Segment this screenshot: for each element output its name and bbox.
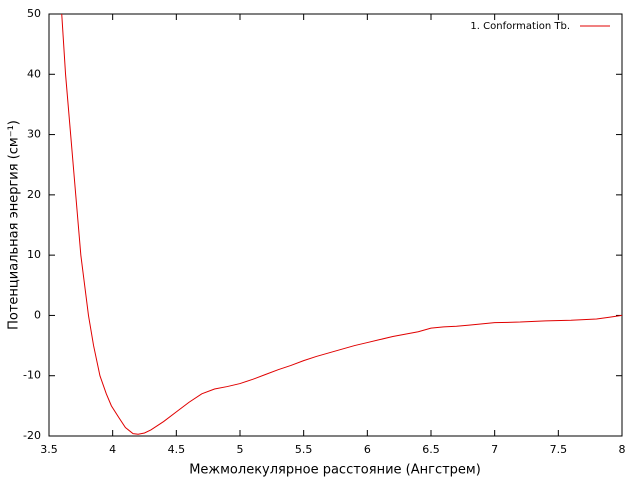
x-tick-label: 7 [491,443,498,456]
x-tick-label: 7.5 [550,443,568,456]
x-tick-label: 5 [237,443,244,456]
x-tick-label: 8 [619,443,626,456]
y-axis-label: Потенциальная энергия (см⁻¹) [7,120,22,330]
x-tick-label: 4 [109,443,116,456]
data-line [61,14,622,435]
x-axis-label: Межмолекулярное расстояние (Ангстрем) [189,463,481,478]
y-tick-label: 10 [27,248,41,261]
y-tick-label: 20 [27,188,41,201]
x-tick-label: 6 [364,443,371,456]
y-tick-label: 0 [34,308,41,321]
legend-label: 1. Conformation Tb. [470,21,570,32]
x-tick-label: 3.5 [40,443,58,456]
x-tick-label: 4.5 [168,443,186,456]
y-tick-label: -10 [23,369,41,382]
y-tick-label: 50 [27,7,41,20]
y-tick-label: 30 [27,128,41,141]
x-tick-label: 6.5 [422,443,440,456]
plot-frame [48,13,623,437]
x-tick-label: 5.5 [295,443,313,456]
y-tick-label: 40 [27,67,41,80]
y-tick-label: -20 [23,429,41,442]
